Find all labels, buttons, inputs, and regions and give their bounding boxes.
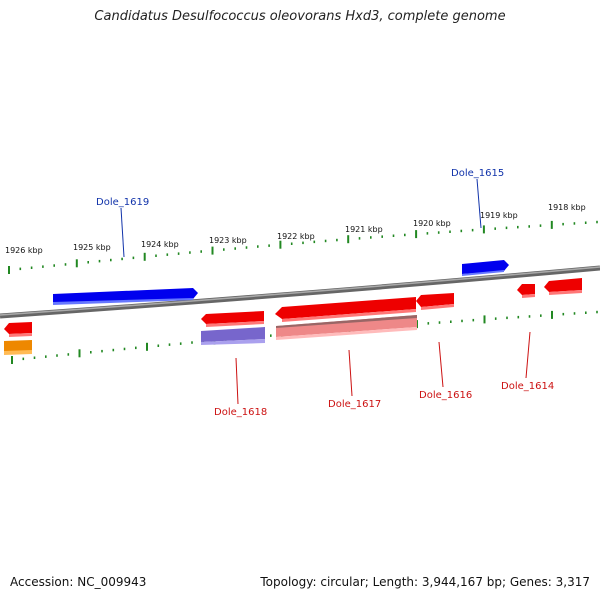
genome-backbone-highlight bbox=[0, 266, 600, 316]
scale-label-1918: 1918 kbp bbox=[548, 203, 586, 212]
scale-label-1924: 1924 kbp bbox=[141, 240, 179, 249]
leader-line-dole-1614 bbox=[525, 331, 531, 379]
gene-left-edge-red[interactable] bbox=[4, 322, 32, 337]
upper-scale-ticks bbox=[8, 220, 598, 274]
gene-dole-1615[interactable] bbox=[462, 260, 509, 276]
gene-dole-1619[interactable] bbox=[53, 288, 198, 305]
gene-label-dole-1614[interactable]: Dole_1614 bbox=[501, 381, 554, 392]
scale-label-1922: 1922 kbp bbox=[277, 232, 315, 241]
gene-label-dole-1616[interactable]: Dole_1616 bbox=[419, 390, 472, 401]
scale-label-1926: 1926 kbp bbox=[5, 246, 43, 255]
leader-line-dole-1619 bbox=[120, 207, 125, 258]
gene-label-dole-1615[interactable]: Dole_1615 bbox=[451, 168, 504, 179]
feature-left-edge-orange[interactable] bbox=[4, 340, 32, 355]
gene-dole-1614[interactable] bbox=[544, 278, 582, 295]
feature-dole-1617-light[interactable] bbox=[276, 315, 417, 340]
gene-dole-1618[interactable] bbox=[201, 311, 264, 327]
feature-dole-1618-purple[interactable] bbox=[201, 327, 265, 345]
scale-label-1919: 1919 kbp bbox=[480, 211, 518, 220]
scale-label-1925: 1925 kbp bbox=[73, 243, 111, 252]
accession-text: Accession: NC_009943 bbox=[10, 575, 147, 589]
leader-line-dole-1615 bbox=[476, 178, 482, 229]
scale-label-1920: 1920 kbp bbox=[413, 219, 451, 228]
scale-label-1923: 1923 kbp bbox=[209, 236, 247, 245]
leader-line-dole-1617 bbox=[348, 349, 353, 397]
scale-label-1921: 1921 kbp bbox=[345, 225, 383, 234]
leader-line-dole-1618 bbox=[235, 357, 239, 405]
leader-line-dole-1616 bbox=[438, 341, 444, 388]
gene-label-dole-1617[interactable]: Dole_1617 bbox=[328, 399, 381, 410]
gene-label-dole-1618[interactable]: Dole_1618 bbox=[214, 407, 267, 418]
genome-backbone bbox=[0, 265, 600, 319]
gene-label-dole-1619[interactable]: Dole_1619 bbox=[96, 197, 149, 208]
gene-dole-1617[interactable] bbox=[275, 297, 416, 322]
genome-title: Candidatus Desulfococcus oleovorans Hxd3… bbox=[94, 9, 506, 24]
genome-summary-text: Topology: circular; Length: 3,944,167 bp… bbox=[260, 575, 590, 589]
gene-dole-1616[interactable] bbox=[416, 293, 454, 310]
gene-dole-1614-small[interactable] bbox=[517, 284, 535, 298]
